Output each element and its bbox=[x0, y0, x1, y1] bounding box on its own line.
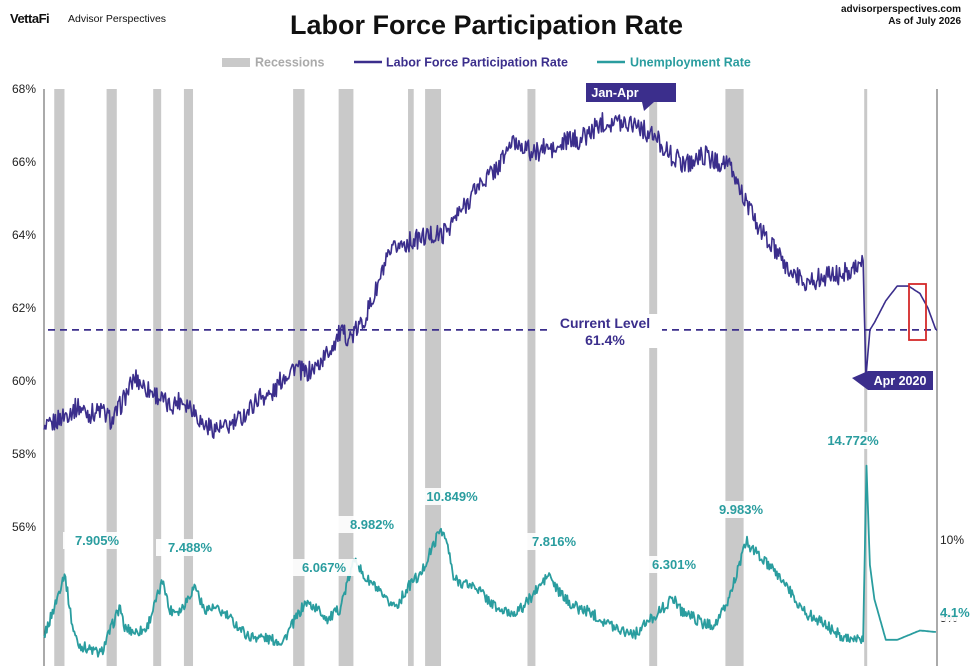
recession-bar bbox=[527, 89, 536, 666]
as-of-date: As of July 2026 bbox=[888, 16, 961, 27]
legend-label-recessions: Recessions bbox=[255, 56, 325, 70]
unemployment-label-bg bbox=[640, 556, 708, 573]
y-tick-label: 56% bbox=[12, 520, 36, 534]
unemployment-peak-label: 6.067% bbox=[302, 560, 347, 575]
legend-label-lfpr: Labor Force Participation Rate bbox=[386, 56, 568, 70]
peak-callout-box bbox=[586, 83, 676, 111]
recession-bar bbox=[338, 89, 354, 666]
unemployment-peak-label: 6.301% bbox=[652, 557, 697, 572]
recession-bar bbox=[183, 89, 194, 666]
brand-name: Advisor Perspectives bbox=[68, 13, 167, 25]
recession-bar bbox=[153, 89, 162, 666]
unemployment-peak-label: 14.772% bbox=[827, 433, 879, 448]
site-url: advisorperspectives.com bbox=[840, 4, 961, 15]
legend-swatch-recessions bbox=[222, 58, 250, 67]
y-tick-label: 62% bbox=[12, 301, 36, 315]
lfpr-line bbox=[43, 112, 937, 439]
covid-callout-box bbox=[852, 371, 933, 390]
unemployment-peak-label: 9.983% bbox=[719, 502, 764, 517]
unemployment-peak-label: 4.1% bbox=[940, 605, 970, 620]
recession-bar bbox=[408, 89, 414, 666]
unemployment-label-bg bbox=[819, 432, 887, 449]
unemployment-label-bg bbox=[418, 488, 486, 505]
recession-bar bbox=[293, 89, 305, 666]
right-tick-label: 10% bbox=[940, 533, 964, 547]
unemployment-line bbox=[43, 464, 936, 658]
recent-highlight-box bbox=[908, 283, 927, 341]
recession-bar bbox=[649, 89, 658, 666]
peak-callout-label: Jan-Apr bbox=[591, 86, 638, 100]
unemployment-peak-label: 8.982% bbox=[350, 517, 395, 532]
legend-label-unemployment: Unemployment Rate bbox=[630, 56, 751, 70]
current-level-value: 61.4% bbox=[585, 332, 625, 348]
unemployment-label-bg bbox=[707, 501, 775, 518]
unemployment-peak-label: 7.905% bbox=[75, 533, 120, 548]
y-tick-label: 64% bbox=[12, 228, 36, 242]
current-level-label-bg bbox=[548, 314, 662, 348]
unemployment-label-bg bbox=[63, 532, 131, 549]
unemployment-label-bg bbox=[290, 559, 358, 576]
recession-bar bbox=[425, 89, 442, 666]
recession-bar bbox=[54, 89, 65, 666]
site-info: advisorperspectives.com As of July 2026 bbox=[841, 4, 961, 28]
y-tick-label: 68% bbox=[12, 82, 36, 96]
unemployment-label-bg bbox=[338, 516, 406, 533]
unemployment-label-bg bbox=[938, 604, 970, 621]
recession-bar bbox=[725, 89, 744, 666]
vettafi-logo: VettaFi bbox=[10, 11, 50, 26]
chart-title: Labor Force Participation Rate bbox=[289, 10, 684, 40]
unemployment-label-bg bbox=[520, 533, 588, 550]
y-tick-label: 60% bbox=[12, 374, 36, 388]
y-tick-label: 58% bbox=[12, 447, 36, 461]
unemployment-label-bg bbox=[156, 539, 224, 556]
unemployment-peak-label: 10.849% bbox=[426, 489, 478, 504]
covid-callout-label: Apr 2020 bbox=[874, 374, 927, 388]
y-tick-label: 66% bbox=[12, 155, 36, 169]
unemployment-peak-label: 7.488% bbox=[168, 540, 213, 555]
unemployment-peak-label: 7.816% bbox=[532, 534, 577, 549]
recession-bar bbox=[106, 89, 117, 666]
current-level-label: Current Level bbox=[560, 315, 650, 331]
